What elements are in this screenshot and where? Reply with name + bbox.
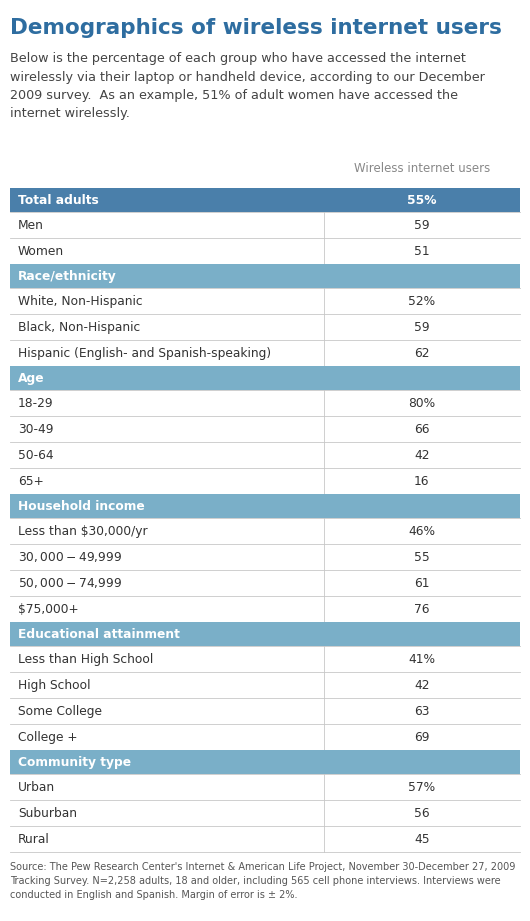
Text: Age: Age — [18, 371, 45, 384]
Text: Urban: Urban — [18, 780, 55, 794]
Text: Black, Non-Hispanic: Black, Non-Hispanic — [18, 321, 140, 333]
Text: 16: 16 — [414, 474, 430, 487]
Text: 62: 62 — [414, 346, 430, 359]
Bar — [10, 366, 520, 390]
Text: Total adults: Total adults — [18, 193, 99, 206]
Text: 51: 51 — [414, 244, 430, 258]
Text: $30,000-$49,999: $30,000-$49,999 — [18, 550, 122, 564]
Text: Source: The Pew Research Center's Internet & American Life Project, November 30-: Source: The Pew Research Center's Intern… — [10, 862, 515, 900]
Text: Community type: Community type — [18, 755, 131, 768]
Text: 30-49: 30-49 — [18, 423, 54, 436]
Text: 45: 45 — [414, 833, 430, 845]
Text: Race/ethnicity: Race/ethnicity — [18, 270, 117, 283]
Text: College +: College + — [18, 730, 77, 743]
Text: 55%: 55% — [407, 193, 437, 206]
Text: 65+: 65+ — [18, 474, 44, 487]
Text: 56: 56 — [414, 807, 430, 820]
Text: Women: Women — [18, 244, 64, 258]
Bar — [10, 264, 520, 288]
Text: Suburban: Suburban — [18, 807, 77, 820]
Text: Less than $30,000/yr: Less than $30,000/yr — [18, 524, 148, 538]
Text: 76: 76 — [414, 602, 430, 615]
Bar — [10, 188, 520, 212]
Text: Demographics of wireless internet users: Demographics of wireless internet users — [10, 18, 502, 38]
Text: 80%: 80% — [408, 397, 435, 410]
Text: 63: 63 — [414, 705, 430, 717]
Text: Men: Men — [18, 218, 44, 231]
Text: Wireless internet users: Wireless internet users — [354, 162, 490, 175]
Text: Rural: Rural — [18, 833, 50, 845]
Text: High School: High School — [18, 679, 91, 692]
Text: 59: 59 — [414, 218, 430, 231]
Text: Below is the percentage of each group who have accessed the internet
wirelessly : Below is the percentage of each group wh… — [10, 52, 485, 121]
Text: 42: 42 — [414, 449, 430, 461]
Text: Educational attainment: Educational attainment — [18, 627, 180, 640]
Text: 41%: 41% — [408, 652, 435, 666]
Text: 66: 66 — [414, 423, 430, 436]
Bar — [10, 750, 520, 774]
Text: 69: 69 — [414, 730, 430, 743]
Text: 57%: 57% — [408, 780, 435, 794]
Text: Less than High School: Less than High School — [18, 652, 153, 666]
Text: 59: 59 — [414, 321, 430, 333]
Text: Household income: Household income — [18, 499, 145, 512]
Text: Hispanic (English- and Spanish-speaking): Hispanic (English- and Spanish-speaking) — [18, 346, 271, 359]
Text: 55: 55 — [414, 551, 430, 564]
Text: $75,000+: $75,000+ — [18, 602, 78, 615]
Text: 52%: 52% — [408, 295, 435, 308]
Text: 50-64: 50-64 — [18, 449, 54, 461]
Text: White, Non-Hispanic: White, Non-Hispanic — [18, 295, 143, 308]
Text: 61: 61 — [414, 577, 430, 589]
Text: 18-29: 18-29 — [18, 397, 54, 410]
Text: Some College: Some College — [18, 705, 102, 717]
Text: 42: 42 — [414, 679, 430, 692]
Bar — [10, 622, 520, 646]
Bar — [10, 494, 520, 518]
Text: $50,000-$74,999: $50,000-$74,999 — [18, 576, 122, 590]
Text: 46%: 46% — [408, 524, 435, 538]
